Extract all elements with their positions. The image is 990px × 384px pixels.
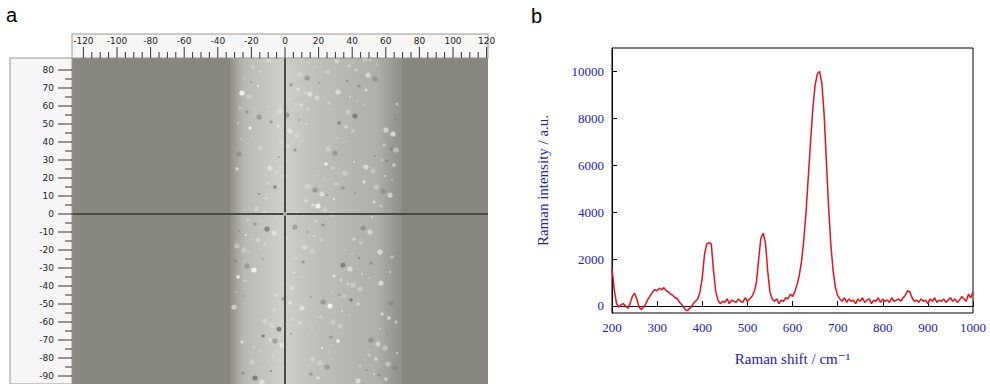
svg-text:40: 40 — [346, 36, 358, 46]
svg-text:a: a — [6, 4, 18, 26]
svg-text:-60: -60 — [177, 36, 192, 46]
svg-text:b: b — [531, 5, 542, 27]
svg-text:0: 0 — [48, 209, 54, 219]
svg-text:50: 50 — [43, 119, 55, 129]
svg-text:80: 80 — [414, 36, 426, 46]
svg-text:4000: 4000 — [578, 205, 604, 220]
svg-text:900: 900 — [918, 320, 938, 335]
svg-text:70: 70 — [43, 83, 55, 93]
svg-text:Raman intensity / a.u.: Raman intensity / a.u. — [535, 115, 551, 246]
svg-text:1000: 1000 — [960, 320, 986, 335]
svg-text:-60: -60 — [39, 317, 54, 327]
svg-text:500: 500 — [738, 320, 758, 335]
svg-text:-30: -30 — [39, 263, 54, 273]
svg-text:20: 20 — [43, 173, 55, 183]
svg-text:300: 300 — [647, 320, 667, 335]
svg-text:-50: -50 — [39, 299, 54, 309]
svg-text:Raman shift / cm⁻¹: Raman shift / cm⁻¹ — [735, 351, 850, 367]
svg-text:400: 400 — [693, 320, 713, 335]
svg-text:-100: -100 — [107, 36, 128, 46]
svg-text:200: 200 — [602, 320, 622, 335]
svg-text:6000: 6000 — [578, 158, 604, 173]
svg-text:-80: -80 — [39, 353, 54, 363]
svg-text:-90: -90 — [39, 371, 54, 381]
svg-text:-20: -20 — [39, 245, 54, 255]
svg-text:10: 10 — [43, 191, 55, 201]
svg-text:-10: -10 — [39, 227, 54, 237]
svg-text:0: 0 — [598, 298, 605, 313]
svg-text:600: 600 — [783, 320, 803, 335]
svg-text:-80: -80 — [143, 36, 158, 46]
svg-text:-40: -40 — [39, 281, 54, 291]
svg-text:-120: -120 — [73, 36, 94, 46]
svg-text:60: 60 — [43, 101, 55, 111]
svg-text:20: 20 — [313, 36, 325, 46]
svg-text:8000: 8000 — [578, 111, 604, 126]
svg-text:700: 700 — [828, 320, 848, 335]
svg-text:-20: -20 — [244, 36, 259, 46]
svg-text:800: 800 — [873, 320, 893, 335]
svg-text:100: 100 — [444, 36, 461, 46]
svg-text:-70: -70 — [39, 335, 54, 345]
svg-text:-40: -40 — [210, 36, 225, 46]
svg-text:40: 40 — [43, 137, 55, 147]
svg-text:0: 0 — [282, 36, 288, 46]
svg-text:30: 30 — [43, 155, 55, 165]
svg-text:80: 80 — [43, 65, 55, 75]
svg-text:10000: 10000 — [572, 64, 605, 79]
svg-text:120: 120 — [478, 36, 495, 46]
svg-text:2000: 2000 — [578, 252, 604, 267]
svg-text:60: 60 — [380, 36, 392, 46]
